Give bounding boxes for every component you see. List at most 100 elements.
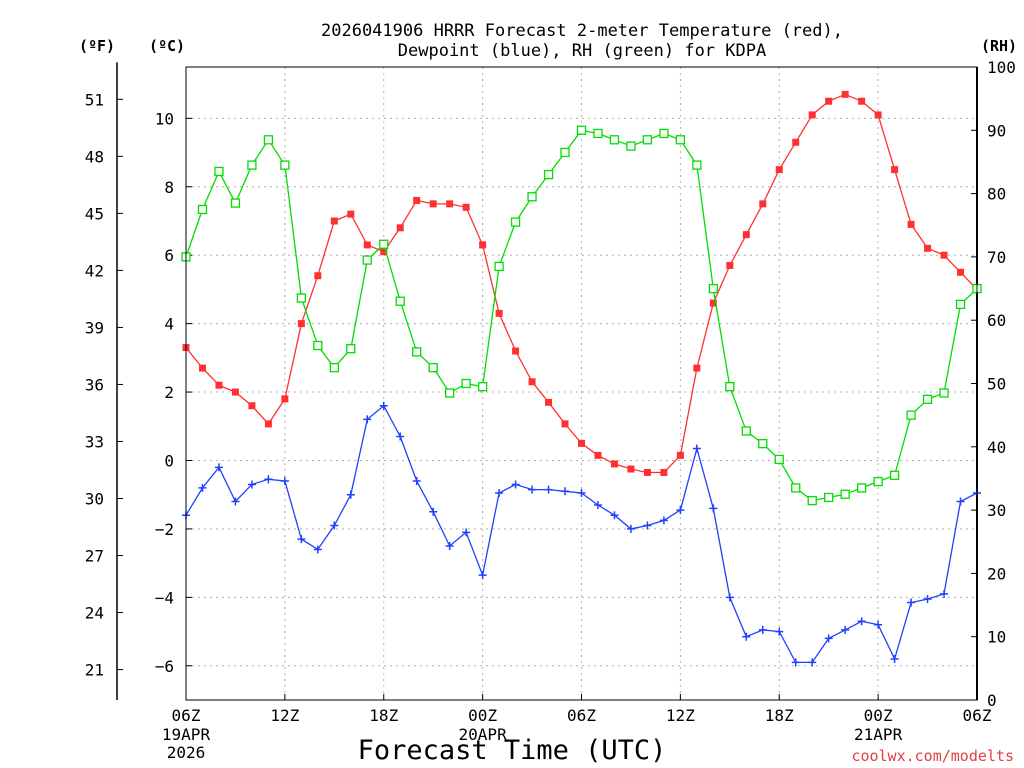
temperature-point: [446, 200, 454, 208]
rh-point: [280, 160, 290, 170]
temperature-point: [512, 347, 520, 355]
dewpoint-point: [610, 511, 619, 520]
temperature-point: [924, 244, 932, 252]
rh-point: [214, 166, 224, 177]
dewpoint-point: [874, 620, 883, 629]
dewpoint-point: [379, 401, 388, 410]
temperature-point: [545, 398, 553, 406]
rh-point: [560, 147, 570, 158]
temperature-point: [874, 111, 882, 119]
celsius-tick-label: −6: [155, 657, 174, 676]
fahrenheit-tick-label: 42: [85, 261, 104, 280]
rh-point: [247, 160, 257, 170]
time-tick-label: 12Z: [666, 706, 695, 725]
dewpoint-point: [247, 480, 256, 489]
dewpoint-point: [495, 488, 504, 497]
temperature-point: [231, 388, 239, 396]
temperature-point: [198, 364, 206, 372]
dewpoint-point: [313, 545, 322, 554]
rh-point: [708, 283, 718, 294]
dewpoint-point: [462, 528, 471, 537]
rh-point: [675, 135, 686, 145]
rh-point: [692, 160, 702, 170]
series-layer: [181, 90, 982, 667]
time-tick-label: 00Z: [468, 706, 497, 725]
temperature-point: [891, 166, 899, 174]
temperature-point: [314, 272, 322, 280]
rh-point: [609, 135, 620, 145]
temperature-point: [297, 320, 305, 328]
temperature-point: [495, 309, 503, 317]
time-tick-label: 06Z: [963, 706, 992, 725]
rh-point: [576, 125, 587, 135]
date-label: 20APR: [459, 725, 508, 744]
dewpoint-point: [528, 485, 537, 494]
fahrenheit-tick-label: 45: [85, 204, 104, 223]
celsius-tick-label: −4: [155, 588, 174, 607]
celsius-tick-label: 8: [164, 178, 174, 197]
temperature-point: [610, 460, 618, 468]
temperature-point: [347, 210, 355, 218]
temperature-point: [759, 200, 767, 208]
celsius-tick-label: 6: [164, 246, 174, 265]
rh-point: [197, 204, 208, 215]
rh-tick-label: 10: [987, 628, 1006, 647]
rh-tick-label: 90: [987, 121, 1006, 140]
temperature-point: [578, 439, 585, 447]
dewpoint-point: [593, 500, 602, 509]
temperature-point: [907, 220, 915, 228]
rh-point: [889, 470, 900, 480]
temperature-point: [858, 97, 866, 105]
temperature-point: [676, 451, 684, 459]
rh-point: [395, 296, 405, 306]
temperature-point: [528, 378, 536, 386]
temperature-point: [808, 111, 816, 119]
dewpoint-point: [725, 593, 734, 602]
temperature-point: [775, 166, 783, 174]
dewpoint-point: [841, 625, 850, 634]
temperature-point: [429, 200, 437, 208]
dewpoint-point: [643, 521, 652, 530]
rh-point: [593, 128, 603, 139]
temperature-point: [726, 261, 734, 269]
dewpoint-point: [214, 463, 223, 472]
temperature-point: [248, 402, 256, 410]
date-label: 19APR: [162, 725, 211, 744]
rh-point: [659, 128, 669, 139]
time-tick-label: 06Z: [172, 706, 201, 725]
fahrenheit-unit-label: (ºF): [79, 37, 115, 55]
dewpoint-point: [198, 483, 207, 492]
rh-point: [626, 141, 636, 151]
dewpoint-point: [659, 516, 668, 525]
fahrenheit-tick-label: 21: [85, 661, 104, 680]
rh-point: [477, 382, 488, 392]
rh-point: [840, 489, 850, 499]
time-tick-label: 12Z: [270, 706, 299, 725]
rh-point: [329, 363, 339, 373]
fahrenheit-tick-label: 36: [85, 375, 104, 394]
temperature-point: [281, 395, 289, 403]
rh-point: [296, 293, 307, 303]
temperature-point: [413, 196, 421, 204]
rh-axis: 0 10 20 30 40 50 60 70 80 90 100: [971, 58, 1016, 710]
dewpoint-point: [297, 535, 306, 544]
dewpoint-point: [511, 480, 520, 489]
rh-point: [939, 388, 949, 398]
rh-tick-label: 80: [987, 185, 1006, 204]
dewpoint-point: [264, 475, 273, 484]
rh-tick-label: 70: [987, 248, 1006, 267]
rh-point: [230, 198, 241, 208]
rh-point: [856, 483, 867, 493]
date-label: 21APR: [854, 725, 903, 744]
temperature-point: [841, 90, 849, 98]
fahrenheit-axis: 21 24 27 30 33 36 39 42 45 48 51: [85, 62, 123, 700]
rh-point: [824, 492, 834, 503]
fahrenheit-tick-label: 30: [85, 490, 104, 509]
year-label: 2026: [167, 743, 206, 762]
chart-title-line1: 2026041906 HRRR Forecast 2-meter Tempera…: [321, 21, 843, 41]
dewpoint-point: [940, 589, 949, 598]
rh-point: [461, 378, 471, 389]
rh-point: [527, 192, 537, 202]
dewpoint-point: [692, 444, 701, 453]
fahrenheit-tick-label: 24: [85, 604, 104, 623]
